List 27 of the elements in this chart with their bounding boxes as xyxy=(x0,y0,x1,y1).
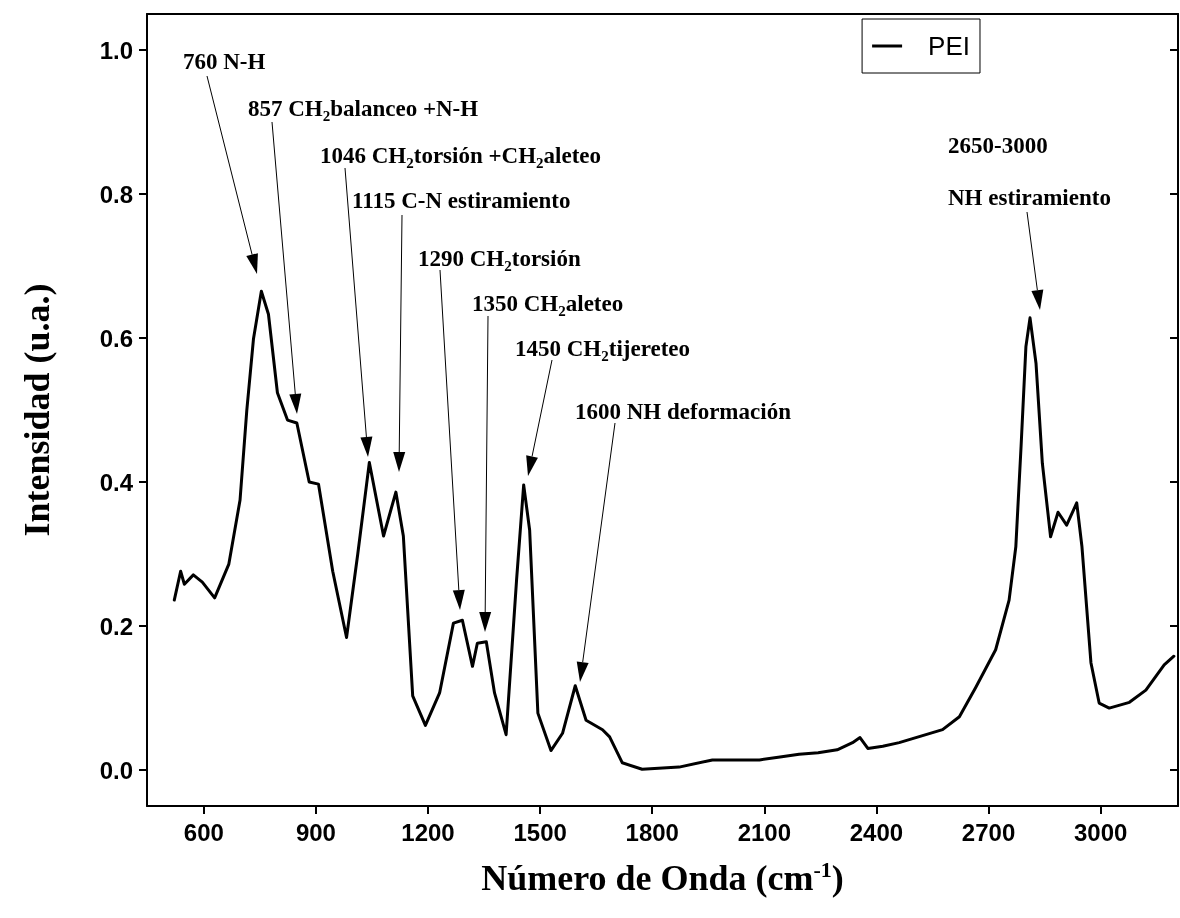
x-tick-label: 2100 xyxy=(737,818,792,846)
x-tick-label: 3000 xyxy=(1073,818,1128,846)
x-tick-label: 2700 xyxy=(961,818,1016,846)
annotation: 857 CH$_{2}$balanceo +N-H xyxy=(248,95,479,126)
y-tick-label: 0.4 xyxy=(99,468,134,496)
y-tick-label: 0.2 xyxy=(99,612,133,640)
x-tick-label: 1200 xyxy=(401,818,455,846)
legend-label: PEI xyxy=(928,31,971,61)
line-series xyxy=(172,289,1176,771)
annotation: 1600 NH deformación xyxy=(575,398,791,426)
y-tick-label: 0.6 xyxy=(99,324,133,352)
x-tick-label: 600 xyxy=(183,818,224,846)
y-axis-title: Intensidad (u.a.) xyxy=(17,283,57,537)
x-tick-label: 1800 xyxy=(625,818,679,846)
annotation: 1290 CH$_{2}$torsión xyxy=(418,245,581,276)
annotation: 1115 C-N estiramiento xyxy=(352,187,571,215)
annotation: 1450 CH$_{2}$tijereteo xyxy=(515,335,691,366)
x-tick-label: 2400 xyxy=(849,818,904,846)
annotation: 2650-3000 NH estiramiento xyxy=(948,132,1111,212)
y-tick-label: 1.0 xyxy=(99,36,133,64)
annotation: 1046 CH$_{2}$torsión +CH$_{2}$aleteo xyxy=(320,142,602,173)
annotation: 760 N-H xyxy=(183,48,266,76)
x-tick-label: 900 xyxy=(295,818,336,846)
x-tick-label: 1500 xyxy=(513,818,567,846)
annotation: 1350 CH$_{2}$aleteo xyxy=(472,290,624,321)
y-tick-label: 0.8 xyxy=(99,180,133,208)
y-tick-label: 0.0 xyxy=(99,756,133,784)
